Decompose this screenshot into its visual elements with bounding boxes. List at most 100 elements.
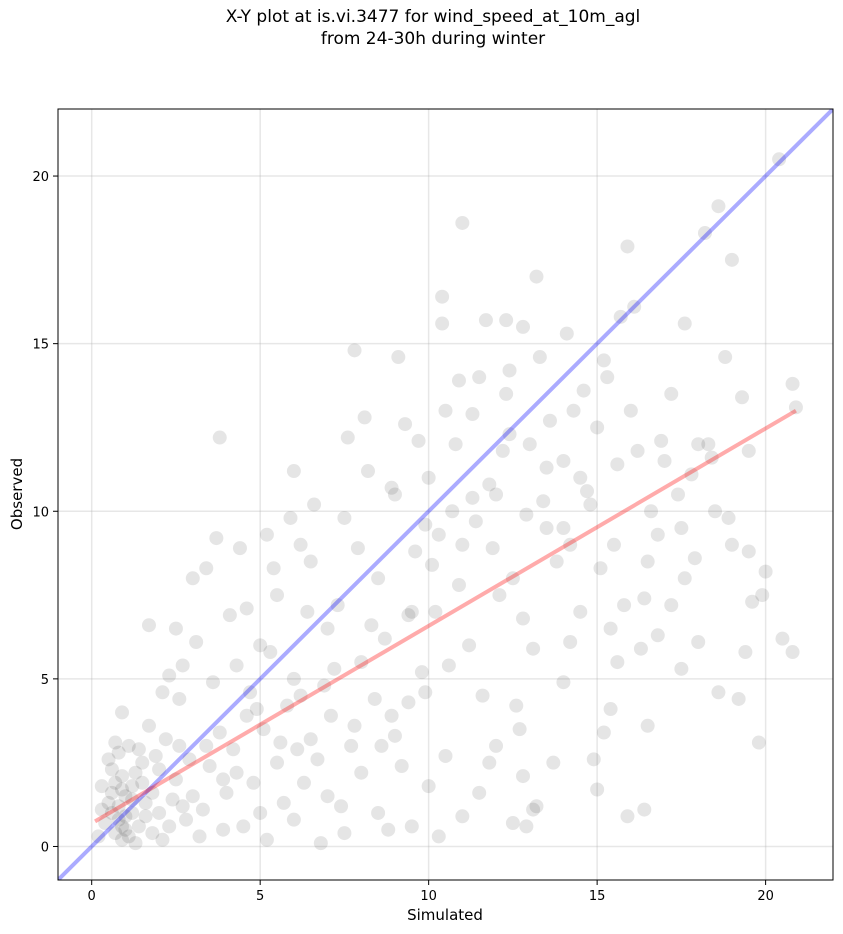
data-point: [438, 403, 453, 418]
data-point: [226, 742, 241, 757]
x-tick-label: 20: [757, 889, 774, 904]
data-point: [697, 226, 712, 241]
data-point: [94, 802, 109, 817]
data-point: [212, 430, 227, 445]
chart-subtitle: from 24-30h during winter: [320, 29, 546, 49]
data-point: [290, 742, 305, 757]
data-point: [212, 725, 227, 740]
data-point: [337, 826, 352, 841]
data-point: [347, 718, 362, 733]
data-point: [640, 718, 655, 733]
data-point: [404, 819, 419, 834]
data-point: [563, 537, 578, 552]
data-point: [115, 819, 130, 834]
data-point: [259, 832, 274, 847]
data-point: [303, 554, 318, 569]
x-tick-label: 0: [88, 889, 96, 904]
data-point: [529, 269, 544, 284]
data-point: [125, 805, 140, 820]
data-point: [384, 708, 399, 723]
chart-title: X-Y plot at is.vi.3477 for wind_speed_at…: [225, 7, 641, 27]
data-point: [495, 443, 510, 458]
data-point: [731, 691, 746, 706]
data-point: [145, 826, 160, 841]
y-axis-label: Observed: [8, 458, 26, 530]
data-point: [539, 521, 554, 536]
data-point: [361, 464, 375, 479]
data-point: [522, 437, 537, 452]
data-point: [627, 299, 642, 314]
data-point: [232, 541, 247, 556]
data-point: [118, 789, 133, 804]
data-point: [620, 239, 635, 254]
data-point: [428, 604, 443, 619]
data-point: [303, 732, 318, 747]
data-point: [718, 350, 733, 365]
data-point: [131, 819, 146, 834]
data-point: [172, 691, 187, 706]
data-point: [404, 604, 419, 619]
data-point: [505, 571, 520, 586]
data-point: [165, 792, 180, 807]
chart-title-block: X-Y plot at is.vi.3477 for wind_speed_at…: [0, 6, 843, 50]
data-point: [674, 521, 689, 536]
data-point: [580, 484, 595, 499]
data-point: [502, 427, 517, 442]
data-point: [354, 655, 369, 670]
data-point: [451, 373, 466, 388]
data-point: [357, 410, 372, 425]
data-point: [785, 645, 800, 660]
data-point: [772, 152, 787, 167]
data-point: [630, 443, 645, 458]
data-point: [576, 383, 591, 398]
data-point: [354, 765, 369, 780]
data-point: [175, 658, 190, 673]
data-points: [91, 152, 803, 851]
data-point: [125, 792, 140, 807]
data-point: [603, 621, 618, 636]
data-point: [236, 819, 251, 834]
data-point: [340, 430, 355, 445]
data-point: [364, 618, 379, 633]
data-point: [182, 752, 197, 767]
data-point: [590, 782, 605, 797]
data-point: [108, 775, 123, 790]
data-point: [115, 832, 130, 847]
data-point: [455, 215, 470, 230]
data-point: [199, 738, 214, 753]
data-point: [239, 708, 254, 723]
data-point: [394, 759, 409, 774]
data-point: [249, 702, 264, 717]
data-point: [613, 309, 628, 324]
data-point: [637, 591, 652, 606]
data-point: [148, 748, 163, 763]
data-point: [101, 795, 116, 810]
data-point: [633, 641, 648, 656]
data-point: [300, 604, 315, 619]
data-point: [266, 561, 281, 576]
x-tick-label: 10: [420, 889, 437, 904]
data-point: [489, 738, 504, 753]
data-point: [640, 554, 655, 569]
data-point: [623, 403, 638, 418]
data-point: [259, 527, 274, 542]
data-point: [239, 601, 254, 616]
data-point: [529, 799, 544, 814]
data-point: [273, 735, 288, 750]
data-point: [313, 836, 328, 851]
data-point: [155, 685, 170, 700]
data-point: [371, 571, 386, 586]
data-point: [347, 343, 362, 358]
data-point: [286, 671, 301, 686]
data-point: [138, 795, 153, 810]
data-point: [516, 319, 530, 334]
data-point: [677, 571, 692, 586]
data-point: [519, 507, 534, 522]
data-point: [451, 578, 466, 593]
data-point: [206, 675, 220, 690]
data-point: [701, 437, 716, 452]
data-point: [398, 417, 413, 432]
data-point: [128, 836, 143, 851]
data-point: [104, 805, 119, 820]
